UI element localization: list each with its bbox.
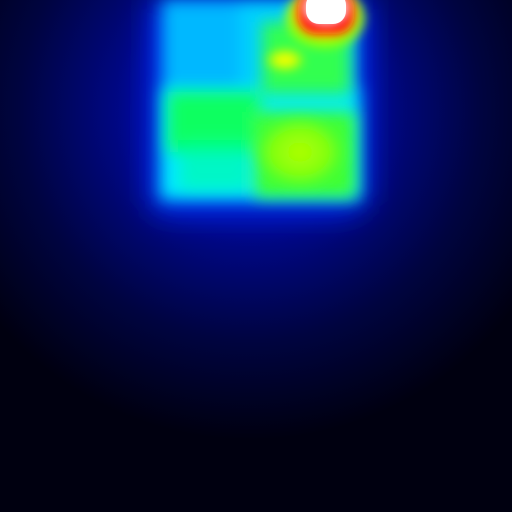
peak-hotspot [298, 0, 354, 34]
lower-right-lime-block [250, 112, 350, 192]
top-left-cyan-block [162, 0, 247, 92]
lower-left-green-fade [180, 140, 250, 190]
yellow-hotspot [263, 47, 307, 73]
